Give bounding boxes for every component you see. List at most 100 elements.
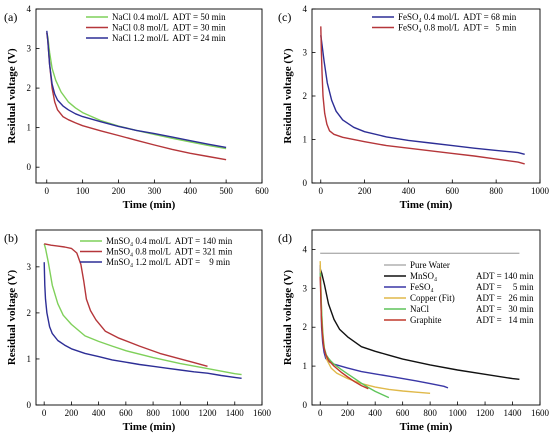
y-tick-label: 4 [303,4,308,14]
x-tick-label: 200 [65,408,79,418]
x-tick-label: 300 [148,186,162,196]
legend-entry: Pure Water [410,260,450,270]
x-tick-label: 600 [446,186,460,196]
legend-adt: ADT = 5 min [476,282,534,292]
legend-entry: Graphite [410,315,442,325]
y-tick-label: 2 [27,308,32,318]
legend-entry: FeSO₄ [410,282,434,292]
x-tick-label: 400 [184,186,198,196]
y-tick-label: 3 [303,48,308,58]
x-tick-label: 1000 [171,408,190,418]
x-tick-label: 600 [119,408,133,418]
y-tick-label: 1 [27,354,32,364]
series-line-2 [44,243,208,367]
legend-entry: MnSO₄ 0.8 mol/L ADT = 321 min [106,247,233,257]
legend-entry: NaCl [410,304,429,314]
chart-panel-4: 0 200 400 600 800 1000 1200 1400 1600 0 1 2 3 4 Time (… [278,229,550,433]
legend-entry: FeSO₄ 0.8 mol/L ADT = 5 min [398,23,517,33]
legend-entry: Copper (Fit) [410,293,455,303]
x-tick-label: 1000 [531,186,550,196]
y-tick-label: 0 [27,162,32,172]
series-line-2 [319,268,520,380]
y-tick-label: 1 [303,361,308,371]
x-axis-label: Time (min) [400,199,453,211]
x-tick-label: 0 [42,408,47,418]
x-tick-label: 1600 [531,408,550,418]
legend-adt: ADT = 140 min [476,271,534,281]
y-tick-label: 0 [27,400,32,410]
y-tick-label: 0 [303,178,308,188]
x-tick-label: 600 [396,408,410,418]
series-line-5 [319,272,390,399]
y-tick-label: 3 [303,283,308,293]
y-axis-label: Residual voltage (V) [282,270,294,366]
legend-adt: ADT = 14 min [476,315,534,325]
panel-label: (b) [4,231,18,245]
legend-entry: MnSO₄ 0.4 mol/L ADT = 140 min [106,236,233,246]
x-tick-label: 0 [319,186,324,196]
series-line-1 [320,35,525,155]
y-tick-label: 3 [27,44,32,54]
chart-panel-2: 0 200 400 600 800 1000 1200 1400 1600 0 1 2 3 Time (m… [4,229,272,433]
legend-entry: NaCl 1.2 mol/L ADT = 24 min [112,33,226,43]
legend-adt: ADT = 30 min [476,304,534,314]
panel-label: (d) [278,231,292,245]
x-axis-label: Time (min) [123,199,176,211]
panel-label: (c) [278,10,291,24]
y-tick-label: 4 [303,244,308,254]
x-tick-label: 800 [423,408,437,418]
x-tick-label: 400 [92,408,106,418]
series-line-1 [46,32,227,150]
chart-panel-3: 0 200 400 600 800 1000 0 1 2 3 4 Time (min) Residual… [278,4,550,211]
y-tick-label: 1 [303,135,308,145]
plot-frame [311,229,541,406]
series-line-1 [43,243,242,376]
y-tick-label: 0 [303,400,308,410]
x-tick-label: 1200 [476,408,495,418]
x-tick-label: 400 [402,186,416,196]
x-tick-label: 800 [146,408,160,418]
x-tick-label: 1000 [449,408,468,418]
plot-frame [35,229,263,406]
legend-entry: NaCl 0.4 mol/L ADT = 50 min [112,12,226,22]
series-line-3 [46,30,227,149]
legend-entry: FeSO₄ 0.4 mol/L ADT = 68 min [398,12,517,22]
legend-entry: NaCl 0.8 mol/L ADT = 30 min [112,23,226,33]
x-tick-label: 800 [489,186,503,196]
x-tick-label: 0 [45,186,50,196]
x-tick-label: 1600 [253,408,272,418]
plot-frame [311,8,541,184]
x-tick-label: 400 [368,408,382,418]
series-line-2 [46,32,227,161]
x-axis-label: Time (min) [400,421,453,433]
series-line-6 [319,276,369,390]
x-tick-label: 1200 [199,408,218,418]
x-tick-label: 200 [112,186,126,196]
x-tick-label: 1400 [504,408,523,418]
y-tick-label: 2 [303,322,308,332]
y-axis-label: Residual voltage (V) [6,48,18,144]
x-tick-label: 1400 [226,408,245,418]
plot-frame [35,8,263,184]
x-tick-label: 0 [318,408,323,418]
panel-label: (a) [4,10,17,24]
y-tick-label: 1 [27,123,32,133]
y-tick-label: 2 [303,91,308,101]
legend-entry: MnSO₄ 1.2 mol/L ADT = 9 min [106,257,230,267]
legend-adt: ADT = 26 min [476,293,534,303]
series-line-2 [320,26,525,165]
y-tick-label: 2 [27,83,32,93]
y-axis-label: Residual voltage (V) [282,48,294,144]
legend-entry: MnSO₄ [410,271,437,281]
x-tick-label: 200 [358,186,372,196]
y-tick-label: 3 [27,262,32,272]
x-tick-label: 200 [341,408,355,418]
x-tick-label: 100 [76,186,90,196]
y-tick-label: 4 [27,4,32,14]
x-tick-label: 500 [219,186,233,196]
